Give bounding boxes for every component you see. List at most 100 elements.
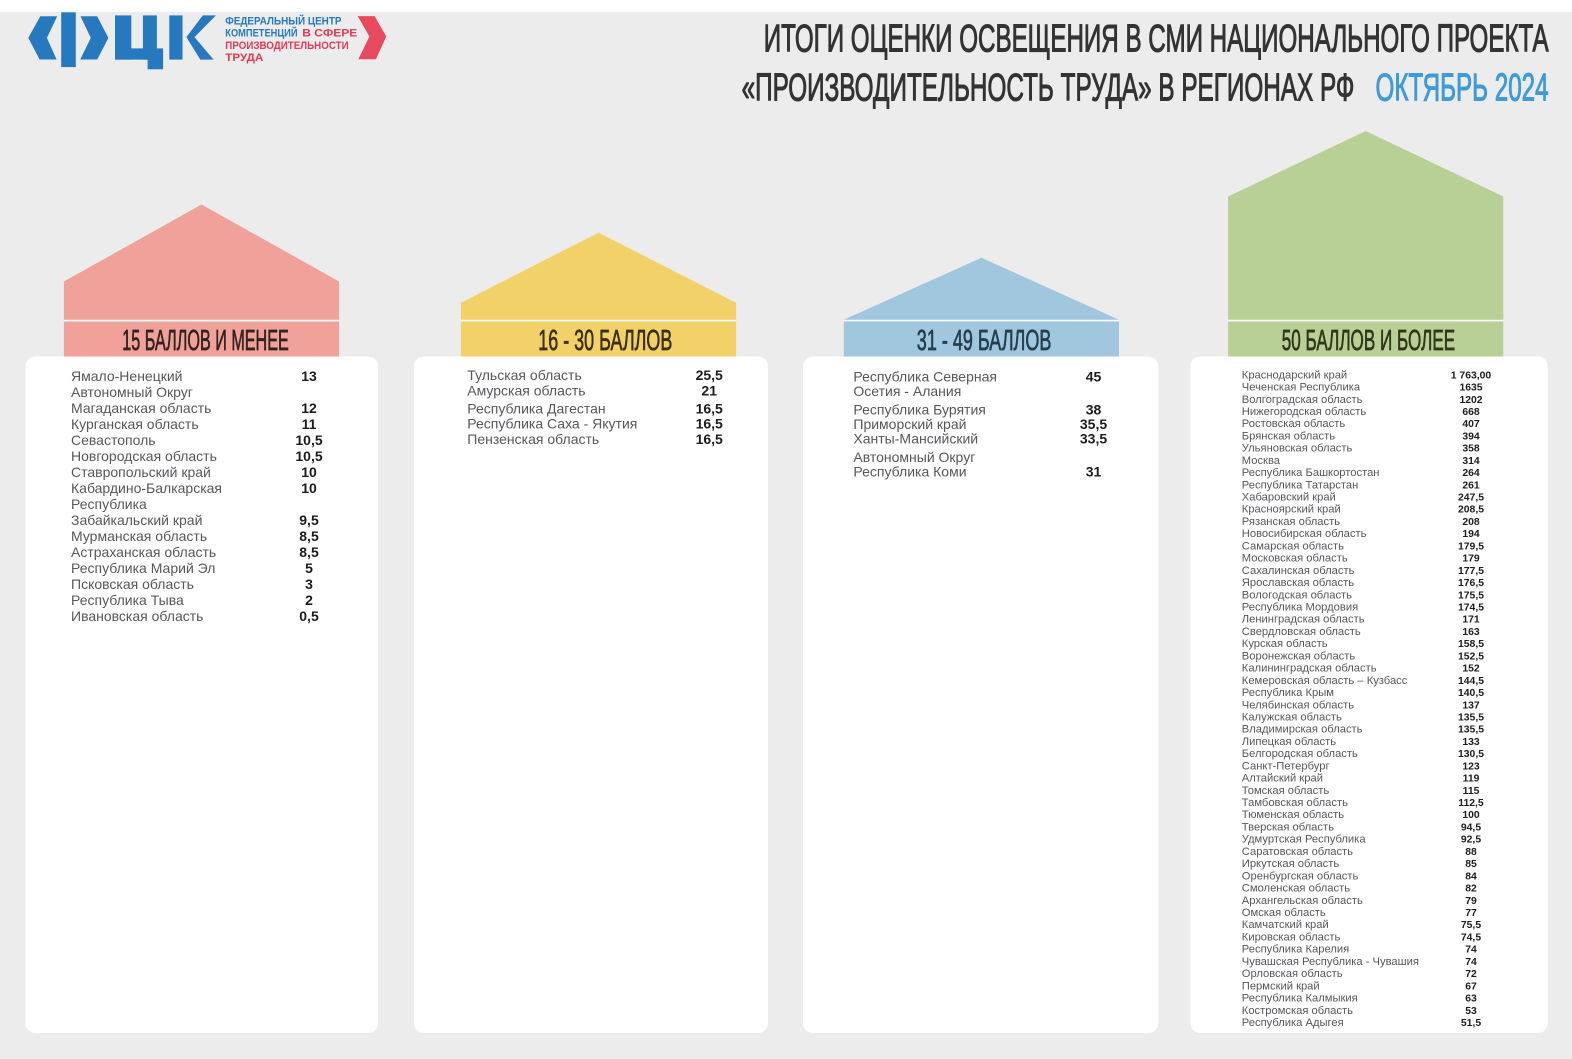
svg-text:152: 152 — [1462, 664, 1480, 675]
svg-text:115: 115 — [1463, 786, 1480, 797]
svg-text:75,5: 75,5 — [1461, 920, 1481, 931]
svg-text:Республика Бурятия: Республика Бурятия — [853, 401, 985, 417]
svg-text:КОМПЕТЕНЦИЙ: КОМПЕТЕНЦИЙ — [225, 27, 297, 40]
svg-text:Сахалинская область: Сахалинская область — [1242, 565, 1355, 577]
svg-text:Иркутская область: Иркутская область — [1242, 858, 1340, 870]
svg-text:Саратовская область: Саратовская область — [1242, 846, 1353, 858]
svg-text:Республика Башкортостан: Республика Башкортостан — [1242, 467, 1380, 479]
svg-text:Челябинская область: Челябинская область — [1242, 699, 1354, 711]
svg-text:5: 5 — [305, 560, 313, 576]
svg-text:ФЕДЕРАЛЬНЫЙ ЦЕНТР: ФЕДЕРАЛЬНЫЙ ЦЕНТР — [225, 15, 341, 28]
svg-text:Республика Марий Эл: Республика Марий Эл — [71, 560, 215, 576]
svg-text:152,5: 152,5 — [1458, 651, 1484, 662]
svg-text:Автономный Округ: Автономный Округ — [853, 449, 975, 465]
svg-text:135,5: 135,5 — [1458, 712, 1484, 723]
svg-text:Свердловская область: Свердловская область — [1242, 626, 1361, 638]
svg-text:Осетия - Алания: Осетия - Алания — [853, 383, 961, 399]
svg-text:Краснодарский край: Краснодарский край — [1242, 369, 1347, 381]
svg-text:94,5: 94,5 — [1461, 822, 1481, 833]
svg-text:Самарская область: Самарская область — [1242, 540, 1344, 552]
svg-text:176,5: 176,5 — [1458, 578, 1484, 589]
svg-text:Республика Адыгея: Республика Адыгея — [1242, 1017, 1344, 1029]
svg-text:Вологодская область: Вологодская область — [1242, 589, 1352, 601]
svg-text:Волгоградская область: Волгоградская область — [1242, 394, 1363, 406]
svg-text:Брянская область: Брянская область — [1242, 430, 1335, 442]
svg-text:Чувашская Республика - Чувашия: Чувашская Республика - Чувашия — [1242, 956, 1419, 968]
svg-text:Ярославская область: Ярославская область — [1242, 577, 1354, 589]
svg-text:Санкт-Петербург: Санкт-Петербург — [1242, 760, 1330, 772]
svg-text:Забайкальский край: Забайкальский край — [71, 512, 202, 528]
svg-text:Камчатский край: Камчатский край — [1242, 919, 1329, 931]
svg-text:В СФЕРЕ: В СФЕРЕ — [302, 28, 357, 40]
svg-text:12: 12 — [301, 400, 317, 416]
svg-text:Республика: Республика — [71, 496, 147, 512]
svg-text:Оренбургская область: Оренбургская область — [1242, 870, 1359, 882]
svg-text:Астраханская область: Астраханская область — [71, 544, 216, 560]
svg-text:Кабардино-Балкарская: Кабардино-Балкарская — [71, 480, 222, 496]
svg-text:119: 119 — [1463, 774, 1480, 785]
svg-text:Рязанская область: Рязанская область — [1242, 516, 1340, 528]
svg-text:Кемеровская область – Кузбасс: Кемеровская область – Кузбасс — [1242, 675, 1408, 687]
svg-text:10,5: 10,5 — [295, 448, 322, 464]
svg-text:Республика Крым: Республика Крым — [1242, 687, 1334, 699]
svg-text:79: 79 — [1465, 896, 1477, 907]
svg-text:Омская область: Омская область — [1242, 907, 1326, 919]
svg-text:Удмуртская Республика: Удмуртская Республика — [1242, 834, 1367, 846]
svg-text:50 БАЛЛОВ И БОЛЕЕ: 50 БАЛЛОВ И БОЛЕЕ — [1282, 325, 1455, 357]
svg-text:407: 407 — [1462, 419, 1480, 430]
svg-text:Костромская область: Костромская область — [1242, 1005, 1353, 1017]
svg-text:63: 63 — [1465, 994, 1477, 1005]
svg-text:140,5: 140,5 — [1458, 688, 1484, 699]
svg-text:261: 261 — [1462, 480, 1480, 491]
svg-text:Тюменская область: Тюменская область — [1242, 809, 1344, 821]
svg-text:Ставропольский край: Ставропольский край — [71, 464, 211, 480]
svg-text:35,5: 35,5 — [1080, 416, 1107, 432]
svg-text:77: 77 — [1465, 908, 1477, 919]
svg-text:51,5: 51,5 — [1461, 1018, 1481, 1029]
svg-text:668: 668 — [1462, 407, 1480, 418]
svg-text:Калининградская область: Калининградская область — [1242, 663, 1377, 675]
svg-text:Республика Мордовия: Республика Мордовия — [1242, 602, 1358, 614]
svg-text:31: 31 — [1086, 464, 1102, 480]
svg-text:Тамбовская область: Тамбовская область — [1242, 797, 1348, 809]
svg-text:Томская область: Томская область — [1242, 785, 1330, 797]
svg-text:0,5: 0,5 — [299, 608, 319, 624]
svg-text:13: 13 — [301, 368, 317, 384]
svg-text:Пермский край: Пермский край — [1242, 980, 1320, 992]
svg-text:Нижегородская область: Нижегородская область — [1242, 406, 1367, 418]
svg-text:72: 72 — [1465, 969, 1477, 980]
svg-text:158,5: 158,5 — [1458, 639, 1484, 650]
svg-text:Ульяновская область: Ульяновская область — [1242, 443, 1353, 455]
svg-text:Курганская область: Курганская область — [71, 416, 199, 432]
svg-text:9,5: 9,5 — [299, 512, 319, 528]
svg-text:ОКТЯБРЬ 2024: ОКТЯБРЬ 2024 — [1376, 66, 1549, 109]
svg-text:ТРУДА: ТРУДА — [225, 52, 263, 64]
svg-text:394: 394 — [1462, 431, 1480, 442]
svg-text:Курская область: Курская область — [1242, 638, 1328, 650]
svg-text:Приморский край: Приморский край — [853, 416, 966, 432]
svg-text:10: 10 — [301, 480, 317, 496]
svg-text:Кировская область: Кировская область — [1242, 931, 1341, 943]
svg-text:Республика Дагестан: Республика Дагестан — [467, 401, 605, 417]
svg-text:Ленинградская область: Ленинградская область — [1242, 614, 1365, 626]
svg-text:1635: 1635 — [1459, 383, 1482, 394]
svg-text:Автономный Округ: Автономный Округ — [71, 384, 193, 400]
svg-text:67: 67 — [1465, 981, 1477, 992]
svg-text:82: 82 — [1465, 884, 1477, 895]
svg-text:2: 2 — [305, 592, 313, 608]
svg-text:Республика Коми: Республика Коми — [853, 464, 966, 480]
svg-text:3: 3 — [305, 576, 313, 592]
svg-text:194: 194 — [1462, 529, 1480, 540]
svg-text:Псковская область: Псковская область — [71, 576, 194, 592]
svg-text:92,5: 92,5 — [1461, 835, 1481, 846]
svg-text:16 - 30 БАЛЛОВ: 16 - 30 БАЛЛОВ — [538, 325, 672, 357]
svg-text:25,5: 25,5 — [696, 367, 723, 383]
svg-text:Воронежская область: Воронежская область — [1242, 650, 1356, 662]
svg-text:133: 133 — [1462, 737, 1480, 748]
svg-text:45: 45 — [1086, 368, 1102, 384]
svg-text:Хабаровский край: Хабаровский край — [1242, 492, 1336, 504]
svg-text:112,5: 112,5 — [1458, 798, 1484, 809]
svg-text:123: 123 — [1462, 761, 1480, 772]
svg-text:Республика Тыва: Республика Тыва — [71, 592, 184, 608]
svg-text:137: 137 — [1462, 700, 1480, 711]
